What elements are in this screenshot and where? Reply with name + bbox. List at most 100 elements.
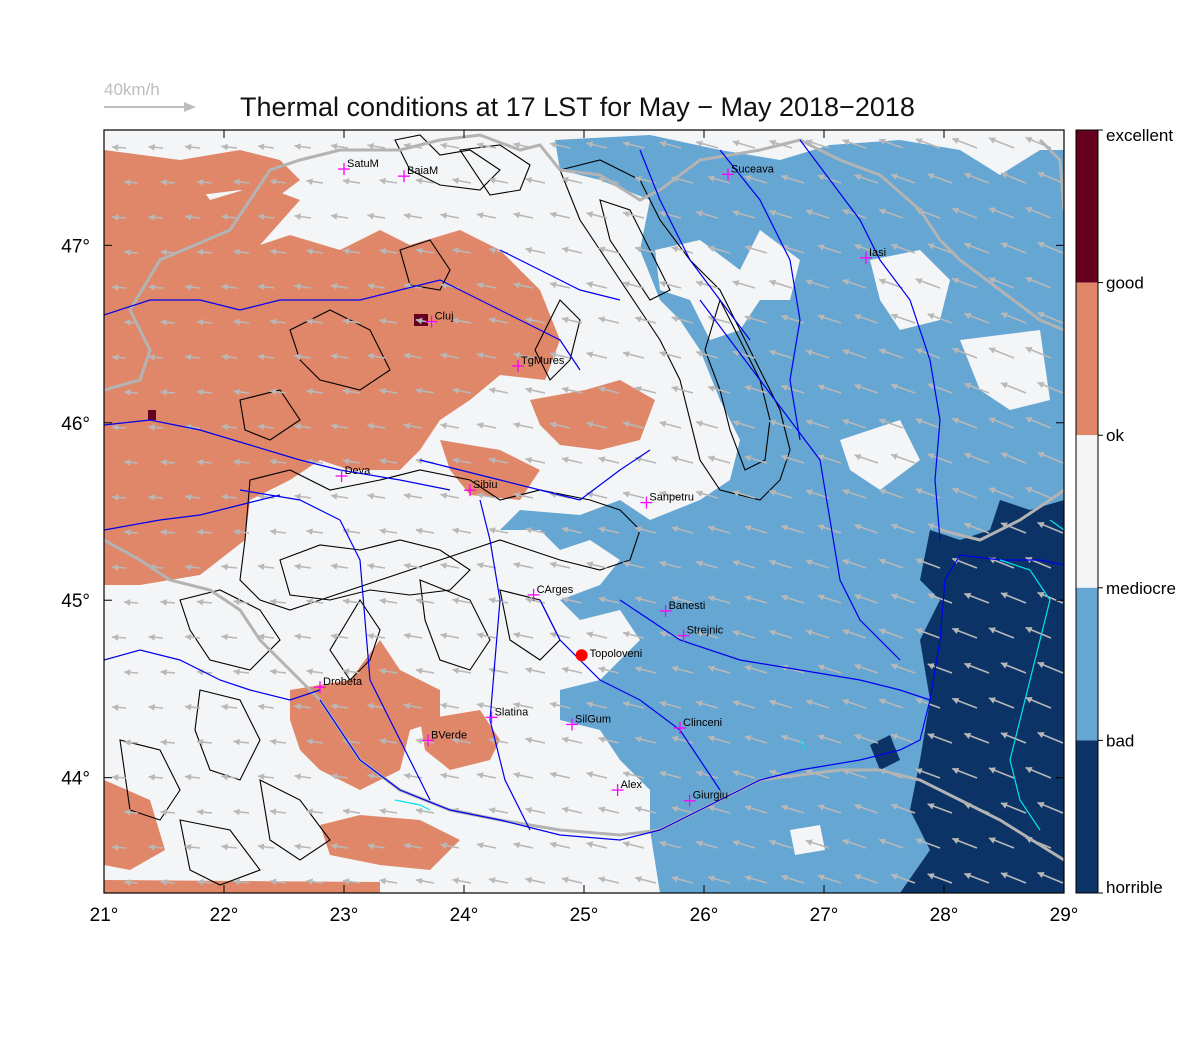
city-label: Alex (621, 779, 643, 791)
wind-arrow (513, 211, 534, 219)
wind-arrow (927, 383, 953, 394)
wind-arrow (476, 492, 497, 499)
wind-arrow (878, 278, 904, 289)
wind-arrow (805, 699, 830, 709)
wind-arrow (184, 563, 201, 571)
wind-arrow (269, 668, 287, 676)
wind-arrow (269, 808, 287, 816)
city-label: Suceava (731, 163, 775, 175)
wind-arrow (123, 529, 139, 536)
wind-arrow (221, 423, 238, 431)
wind-arrow (148, 354, 164, 361)
y-tick-label: 44° (61, 769, 90, 790)
wind-arrow (488, 597, 509, 604)
wind-arrow (160, 879, 176, 886)
wind-arrow (951, 697, 978, 709)
wind-arrow (951, 207, 978, 219)
wind-arrow (951, 417, 978, 429)
wind-arrow (196, 528, 213, 536)
wind-arrow (294, 633, 312, 640)
wind-arrow (294, 353, 312, 360)
wind-arrow (878, 348, 904, 359)
wind-arrow (732, 280, 756, 289)
zone-ok-center (530, 380, 655, 450)
wind-arrow (525, 386, 546, 394)
wind-arrow (1000, 382, 1027, 394)
wind-arrow (269, 318, 287, 326)
wind-arrow (659, 770, 682, 779)
rivers (104, 139, 1064, 841)
wind-arrow (111, 354, 127, 361)
wind-arrow (780, 454, 805, 464)
wind-arrow (732, 420, 756, 429)
wind-arrow (513, 281, 534, 289)
wind-arrow (196, 808, 213, 816)
wind-arrow (196, 458, 213, 466)
wind-arrow (622, 491, 645, 499)
wind-arrow (586, 701, 608, 709)
wind-arrow (379, 597, 398, 605)
wind-arrow (440, 772, 460, 780)
wind-arrow (622, 141, 645, 149)
wind-arrow (927, 663, 953, 674)
wind-arrow (379, 527, 398, 535)
wind-arrow (330, 493, 349, 500)
wind-arrow (878, 698, 904, 709)
wind-arrow (233, 878, 250, 886)
wind-arrow (634, 736, 657, 744)
contour-lines (119, 134, 791, 886)
wind-arrow (525, 876, 546, 884)
wind-arrow (379, 807, 398, 815)
wind-arrow (671, 595, 694, 604)
wind-arrow (622, 211, 645, 219)
wind-arrow (148, 214, 164, 221)
city-label: SatuM (347, 158, 379, 170)
city-label: Sibiu (473, 479, 497, 491)
wind-arrow (452, 737, 472, 745)
wind-arrow (549, 841, 571, 849)
wind-arrow (111, 774, 127, 781)
wind-arrow (123, 669, 139, 676)
wind-arrow (1000, 732, 1027, 744)
wind-arrow (890, 243, 916, 254)
wind-arrow (476, 212, 497, 219)
wind-arrow (598, 246, 620, 254)
wind-arrow (622, 701, 645, 709)
wind-arrow (196, 388, 213, 396)
wind-arrow (233, 668, 250, 676)
city-markers: SatuM BaiaM Suceava Iasi Cluj TgMures Deva Sibi… (314, 158, 886, 807)
city-slatina: Slatina (485, 706, 529, 724)
wind-arrow (1025, 626, 1052, 639)
wind-arrow (415, 387, 435, 395)
wind-arrow (196, 598, 213, 606)
wind-arrow (805, 839, 830, 849)
wind-arrow (634, 246, 657, 254)
wind-arrow (1025, 766, 1052, 779)
wind-arrow (160, 809, 176, 816)
wind-arrow (707, 875, 731, 884)
wind-arrow (221, 213, 238, 221)
wind-arrow (525, 246, 546, 254)
wind-arrow (695, 630, 719, 639)
wind-arrow (476, 422, 497, 429)
wind-arrow (257, 843, 275, 851)
wind-arrow (586, 281, 608, 289)
wind-arrow (817, 454, 842, 464)
wind-arrow (1000, 872, 1027, 884)
wind-arrow (817, 314, 842, 324)
wind-arrow (221, 703, 238, 711)
wind-arrow (184, 353, 201, 361)
legend-label: bad (1106, 731, 1134, 750)
wind-arrow (659, 210, 682, 219)
legend-swatch (1076, 587, 1098, 741)
city-silgum: SilGum (566, 713, 611, 731)
wind-arrow (915, 138, 941, 149)
wind-arrow (233, 458, 250, 466)
wind-arrow (817, 594, 842, 604)
wind-arrow (707, 665, 731, 674)
wind-arrow (221, 493, 238, 501)
wind-arrow (379, 177, 398, 185)
wind-arrow (269, 178, 287, 186)
wind-arrow (513, 631, 534, 639)
wind-arrow (622, 351, 645, 359)
